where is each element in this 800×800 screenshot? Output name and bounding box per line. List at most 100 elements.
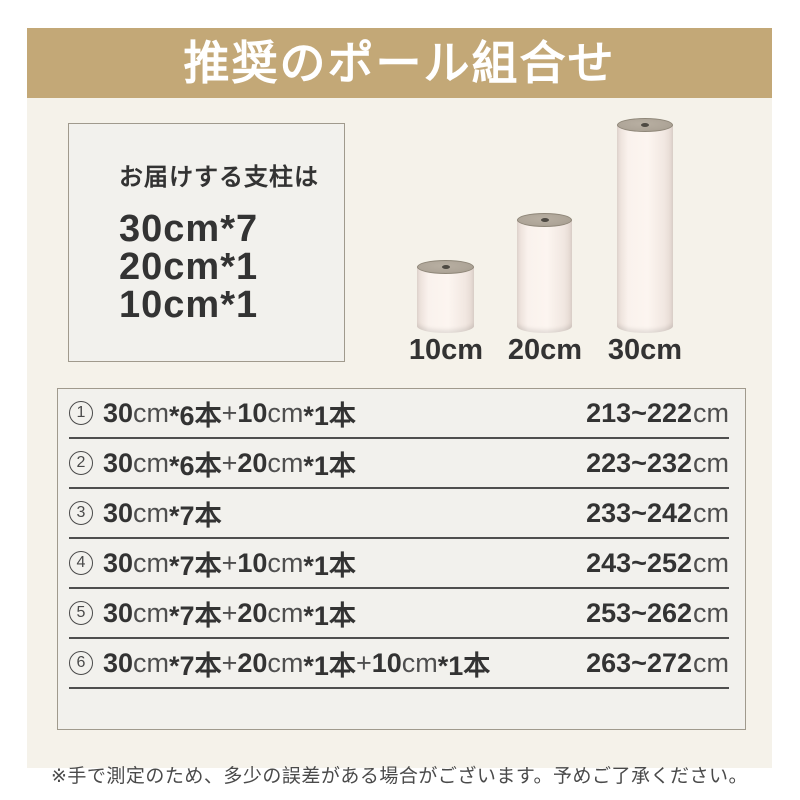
combination-segment: *6本	[169, 450, 222, 481]
combination-segment: +	[221, 397, 238, 428]
pole-label-20cm: 20cm	[507, 334, 583, 366]
combination-segment: cm	[133, 497, 170, 528]
delivered-poles-heading: お届けする支柱は	[119, 164, 319, 191]
combination-segment: *1本	[303, 400, 356, 431]
combination-cell: 3 30 cm *7本	[69, 494, 222, 533]
height-range-cell: 253~262cm	[586, 598, 729, 629]
pole-screw-hole	[641, 123, 649, 127]
height-range-unit: cm	[693, 597, 729, 628]
row-number-circle: 3	[69, 501, 93, 525]
combination-segment: cm	[133, 447, 170, 478]
combination-segment: 20	[237, 597, 268, 628]
combination-segment: 30	[103, 597, 134, 628]
combination-segment: +	[355, 647, 372, 678]
title-banner: 推奨のポール組合せ	[27, 28, 772, 98]
pole-screw-hole	[441, 265, 450, 269]
combination-segment: 30	[103, 447, 134, 478]
combination-segment: cm	[267, 547, 304, 578]
height-range-unit: cm	[693, 497, 729, 528]
height-range-unit: cm	[693, 447, 729, 478]
height-range-value: 263~272	[586, 647, 692, 678]
combination-segment: 20	[237, 647, 268, 678]
combination-segment: +	[221, 447, 238, 478]
table-row: 1 30 cm *6本 +10 cm *1本 213~222cm	[69, 389, 729, 439]
height-range-cell: 223~232cm	[586, 448, 729, 479]
combination-segment: 30	[103, 497, 134, 528]
pole-body	[417, 267, 474, 333]
combination-segment: 30	[103, 547, 134, 578]
combination-cell: 1 30 cm *6本 +10 cm *1本	[69, 394, 356, 433]
combination-segment: cm	[267, 447, 304, 478]
pole-body	[617, 125, 673, 333]
combination-segment: *1本	[303, 550, 356, 581]
height-range-value: 233~242	[586, 497, 692, 528]
combination-segment: *1本	[303, 650, 356, 681]
pole-image-20cm	[517, 213, 572, 333]
table-row: 4 30 cm *7本 +10 cm *1本 243~252cm	[69, 539, 729, 589]
row-number-circle: 1	[69, 401, 93, 425]
height-range-value: 253~262	[586, 597, 692, 628]
pole-image-30cm	[617, 118, 673, 333]
combination-segment: *7本	[169, 550, 222, 581]
height-range-value: 243~252	[586, 547, 692, 578]
combination-segment: 30	[103, 647, 134, 678]
delivered-pole-line: 10cm*1	[119, 284, 259, 326]
delivered-pole-line: 30cm*7	[119, 208, 259, 250]
combination-cell: 4 30 cm *7本 +10 cm *1本	[69, 544, 356, 583]
table-row: 5 30 cm *7本 +20 cm *1本 253~262cm	[69, 589, 729, 639]
height-range-unit: cm	[693, 397, 729, 428]
pole-label-30cm: 30cm	[607, 334, 683, 366]
combination-segment: cm	[401, 647, 438, 678]
combination-segment: cm	[267, 647, 304, 678]
page-title: 推奨のポール組合せ	[183, 37, 616, 89]
combination-segment: *7本	[169, 650, 222, 681]
combination-cell: 2 30 cm *6本 +20 cm *1本	[69, 444, 356, 483]
delivered-poles-box: お届けする支柱は 30cm*7 20cm*1 10cm*1	[68, 123, 345, 362]
height-range-cell: 243~252cm	[586, 548, 729, 579]
content-area: 推奨のポール組合せ お届けする支柱は 30cm*7 20cm*1 10cm*1 …	[27, 28, 772, 787]
height-range-unit: cm	[693, 547, 729, 578]
combination-segment: 10	[371, 647, 402, 678]
pole-label-10cm: 10cm	[408, 334, 484, 366]
combination-segment: *1本	[437, 650, 491, 681]
pole-image-10cm	[417, 260, 474, 333]
combination-segment: 20	[237, 447, 268, 478]
combination-segment: *1本	[303, 450, 356, 481]
row-number-circle: 2	[69, 451, 93, 475]
row-number-circle: 5	[69, 601, 93, 625]
table-row: 2 30 cm *6本 +20 cm *1本 223~232cm	[69, 439, 729, 489]
height-range-unit: cm	[693, 647, 729, 678]
combination-cell: 6 30 cm *7本 +20 cm *1本 +10 cm *1本	[69, 644, 490, 683]
combination-segment: +	[221, 597, 238, 628]
combination-table: 1 30 cm *6本 +10 cm *1本 213~222cm 2 30 cm *6本 +20 cm *1…	[57, 388, 746, 730]
combination-segment: cm	[133, 397, 170, 428]
combination-segment: *6本	[169, 400, 222, 431]
combination-segment: +	[221, 647, 238, 678]
combination-segment: 30	[103, 397, 134, 428]
height-range-value: 213~222	[586, 397, 692, 428]
height-range-cell: 213~222cm	[586, 398, 729, 429]
table-row: 3 30 cm *7本 233~242cm	[69, 489, 729, 539]
table-row: 6 30 cm *7本 +20 cm *1本 +10 cm *1本 263~272cm	[69, 639, 729, 689]
combination-segment: cm	[267, 397, 304, 428]
pole-screw-hole	[540, 218, 549, 222]
combination-segment: 10	[237, 547, 268, 578]
combination-segment: 10	[237, 397, 268, 428]
height-range-value: 223~232	[586, 447, 692, 478]
pole-body	[517, 220, 572, 333]
combination-segment: cm	[133, 547, 170, 578]
row-number-circle: 6	[69, 651, 93, 675]
measurement-disclaimer: ※手で測定のため、多少の誤差がある場合がございます。予めご了承ください。	[50, 766, 749, 787]
combination-segment: *7本	[169, 600, 222, 631]
delivered-pole-line: 20cm*1	[119, 246, 259, 288]
combination-segment: cm	[133, 597, 170, 628]
combination-cell: 5 30 cm *7本 +20 cm *1本	[69, 594, 356, 633]
combination-segment: cm	[133, 647, 170, 678]
combination-segment: cm	[267, 597, 304, 628]
combination-segment: *1本	[303, 600, 356, 631]
combination-segment: *7本	[169, 500, 222, 531]
height-range-cell: 263~272cm	[586, 648, 729, 679]
height-range-cell: 233~242cm	[586, 498, 729, 529]
combination-segment: +	[221, 547, 238, 578]
row-number-circle: 4	[69, 551, 93, 575]
